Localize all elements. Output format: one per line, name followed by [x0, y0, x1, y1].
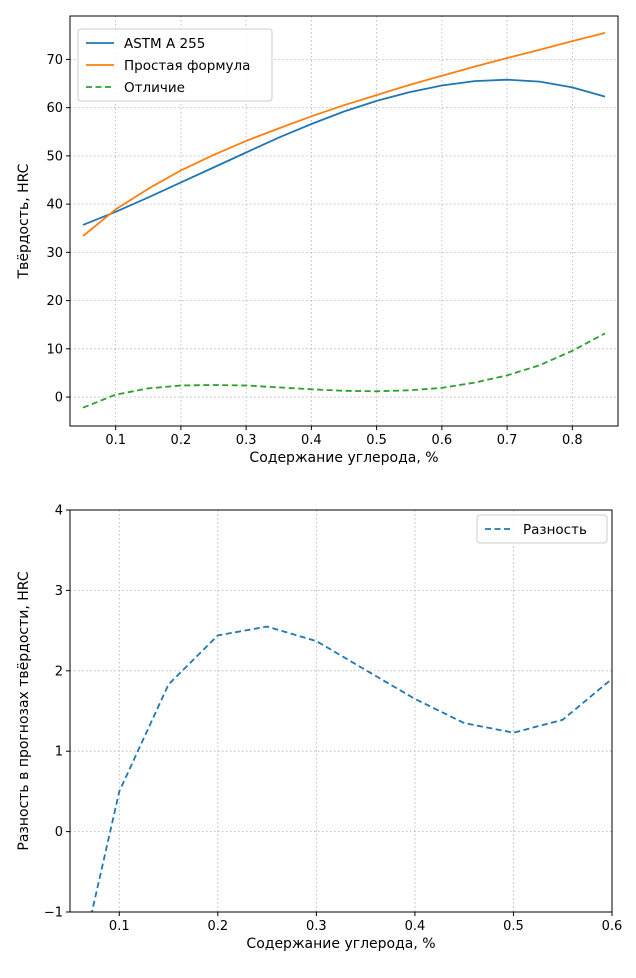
x-tick-label: 0.3: [236, 433, 257, 448]
x-tick-label: 0.1: [105, 433, 126, 448]
y-tick-label: −1: [44, 906, 63, 921]
y-tick-label: 1: [55, 745, 63, 760]
y-tick-label: 4: [55, 504, 63, 519]
chart-1: 0.1 0.2 0.3 0.4 0.5 0.6 0.7 0.8 0 10 20 30 40 50 60 70 С…: [16, 15, 619, 466]
y-tick-label: 0: [55, 825, 63, 840]
x-tick-label: 0.8: [562, 433, 583, 448]
y-tick-label: 3: [55, 584, 63, 599]
x-tick-label: 0.1: [109, 919, 130, 934]
legend: ASTM A 255 Простая формула Отличие: [77, 28, 273, 102]
plot-frame: [69, 15, 619, 427]
y-tick-label: 10: [46, 342, 63, 357]
y-tick-label: 60: [46, 101, 63, 116]
y-axis-label: Разность в прогнозах твёрдости, HRC: [16, 571, 32, 850]
legend-box: [77, 28, 273, 102]
y-tick-label: 0: [55, 391, 63, 406]
chart-2: 0.1 0.2 0.3 0.4 0.5 0.6 −1 0 1 2 3 4 Содержание угле…: [16, 504, 623, 953]
series-line-3: [82, 332, 606, 409]
legend-label-3: Отличие: [124, 80, 185, 96]
series-line-1: [90, 625, 612, 912]
legend-box: [476, 514, 608, 544]
legend: Разность: [476, 514, 608, 544]
x-tick-label: 0.6: [602, 919, 623, 934]
y-tick-label: 50: [46, 149, 63, 164]
x-tick-label: 0.4: [301, 433, 322, 448]
y-tick-label: 30: [46, 246, 63, 261]
y-tick-label: 70: [46, 53, 63, 68]
x-axis-label: Содержание углерода, %: [249, 450, 438, 466]
legend-label-2: Простая формула: [124, 58, 250, 74]
y-tick-label: 20: [46, 294, 63, 309]
x-tick-label: 0.3: [306, 919, 327, 934]
x-tick-label: 0.2: [171, 433, 192, 448]
series-line-2: [82, 32, 606, 237]
legend-label-1: Разность: [523, 522, 587, 538]
y-axis-label: Твёрдость, HRC: [16, 163, 32, 279]
y-tick-label: 40: [46, 198, 63, 213]
x-tick-label: 0.5: [503, 919, 524, 934]
y-tick-label: 2: [55, 664, 63, 679]
x-tick-label: 0.5: [366, 433, 387, 448]
plot-frame: [69, 509, 613, 913]
x-tick-label: 0.6: [432, 433, 453, 448]
x-tick-label: 0.4: [405, 919, 426, 934]
legend-label-1: ASTM A 255: [124, 36, 205, 52]
x-tick-label: 0.2: [207, 919, 228, 934]
x-tick-label: 0.7: [497, 433, 518, 448]
x-axis-label: Содержание углерода, %: [246, 936, 435, 952]
series-line-1: [82, 78, 606, 226]
